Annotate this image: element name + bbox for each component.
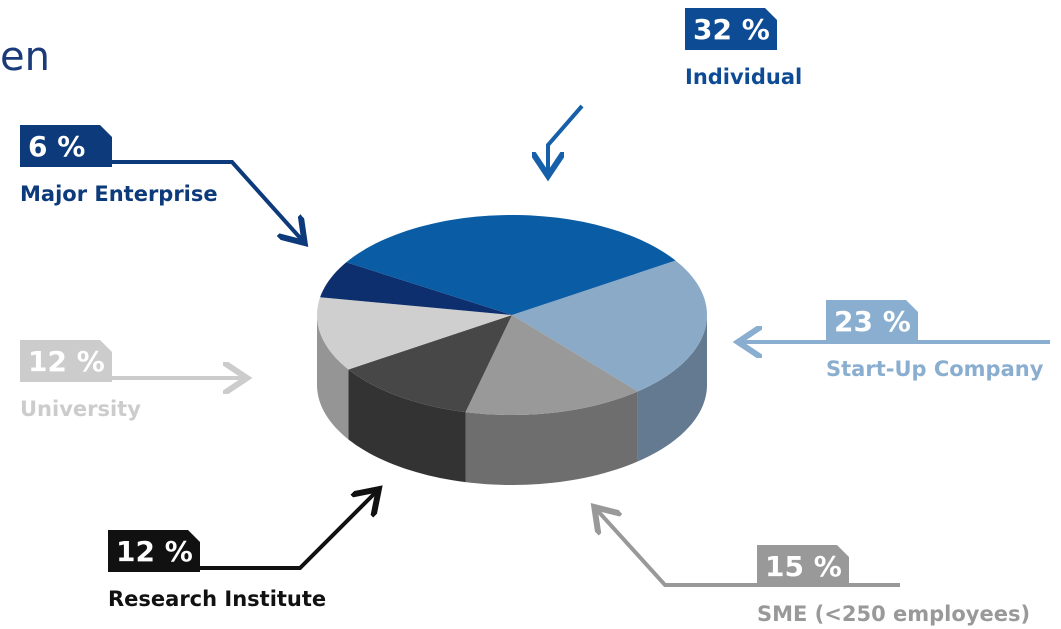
value-label: 32 % — [693, 13, 770, 46]
header-text: en — [0, 34, 50, 80]
pie-side — [317, 315, 349, 440]
value-label: 15 % — [765, 550, 842, 583]
pie-slice — [348, 315, 512, 413]
category-label: Start-Up Company — [826, 357, 1044, 381]
pie-slice — [346, 215, 676, 315]
arrow — [548, 104, 584, 172]
category-label: University — [20, 397, 141, 421]
category-label: Research Institute — [108, 587, 326, 611]
label-box — [757, 545, 849, 587]
value-label: 12 % — [28, 345, 105, 378]
arrow — [597, 510, 900, 587]
label-box — [20, 340, 112, 382]
pie-slice — [320, 262, 512, 315]
value-label: 23 % — [834, 305, 911, 338]
pie-slice — [465, 315, 638, 415]
label-box — [108, 530, 200, 572]
pie-side — [637, 315, 707, 462]
pie-slice — [512, 260, 707, 392]
pie-side — [348, 369, 466, 483]
category-label: SME (<250 employees) — [757, 602, 1030, 626]
label-box — [20, 125, 112, 167]
value-label: 12 % — [116, 535, 193, 568]
pie-side — [465, 391, 638, 485]
pie-slice — [317, 297, 512, 370]
label-box — [685, 8, 777, 50]
category-label: Major Enterprise — [20, 182, 218, 206]
label-box — [826, 300, 918, 342]
value-label: 6 % — [28, 130, 85, 163]
category-label: Individual — [685, 65, 802, 89]
